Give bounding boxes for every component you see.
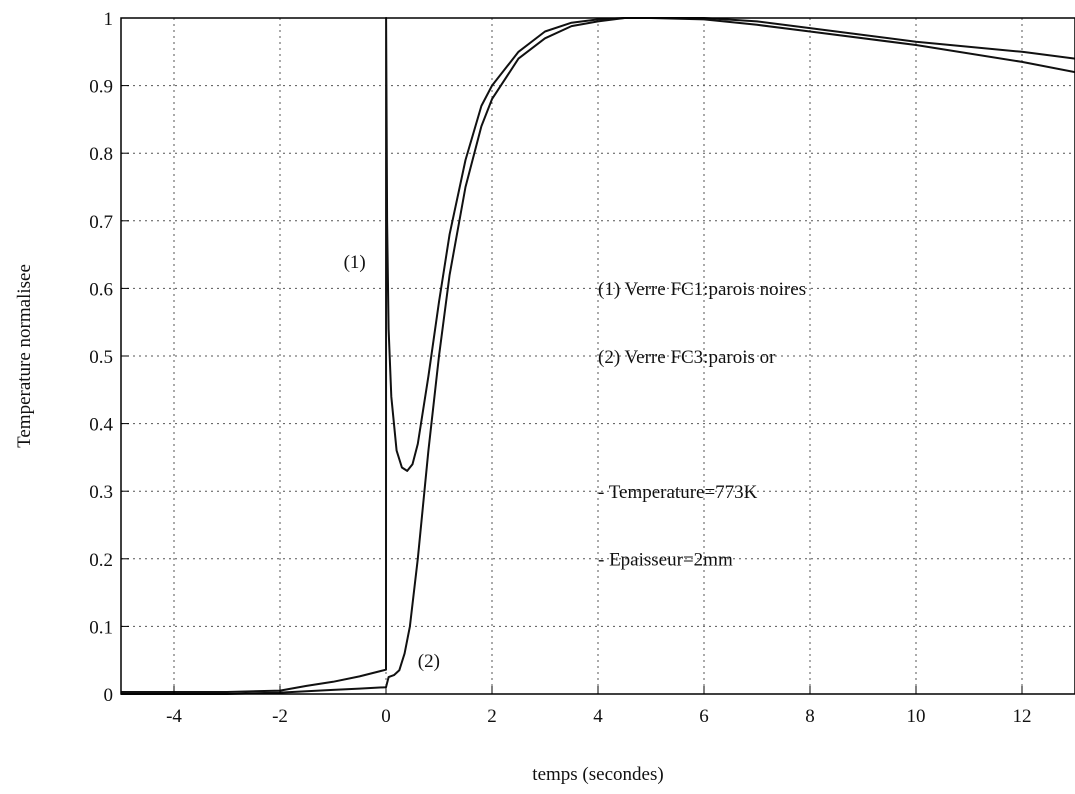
y-tick-label: 0.9 <box>89 77 113 98</box>
x-axis-label: temps (secondes) <box>532 764 663 785</box>
annotation-legend-2: (2) Verre FC3:parois or <box>598 347 776 368</box>
annotation-note-temp: - Temperature=773K <box>598 482 758 503</box>
x-tick-label: -4 <box>166 706 182 727</box>
y-axis-label: Temperature normalisee <box>14 264 35 448</box>
y-tick-label: 0.6 <box>89 279 113 300</box>
x-tick-label: 6 <box>699 706 709 727</box>
x-tick-label: 4 <box>593 706 603 727</box>
annotation-legend-1: (1) Verre FC1:parois noires <box>598 279 806 300</box>
x-tick-label: 2 <box>487 706 497 727</box>
x-tick-label: 8 <box>805 706 815 727</box>
y-tick-label: 0.2 <box>89 550 113 571</box>
x-tick-label: 10 <box>907 706 926 727</box>
y-tick-label: 0.5 <box>89 347 113 368</box>
y-tick-label: 0.7 <box>89 212 113 233</box>
y-tick-label: 0.4 <box>89 415 113 436</box>
annotation-note-thick: - Epaisseur=2mm <box>598 550 733 571</box>
annotation-label-2: (2) <box>418 651 440 672</box>
y-tick-label: 0.1 <box>89 617 113 638</box>
x-tick-label: 0 <box>381 706 391 727</box>
y-tick-label: 0.8 <box>89 144 113 165</box>
x-tick-label: -2 <box>272 706 288 727</box>
annotation-label-1: (1) <box>344 252 366 273</box>
annotations: (1) (2) (1) Verre FC1:parois noires (2) Ver… <box>344 252 806 672</box>
y-tick-label: 0 <box>104 685 114 706</box>
x-tick-label: 12 <box>1013 706 1032 727</box>
y-tick-label: 0.3 <box>89 482 113 503</box>
y-tick-label: 1 <box>104 9 114 30</box>
tick-labels: -4 -2 0 2 4 6 8 10 12 0 0.1 0.2 0.3 0.4 0.5 0.6 0.7 0.8 0.… <box>89 9 1031 727</box>
